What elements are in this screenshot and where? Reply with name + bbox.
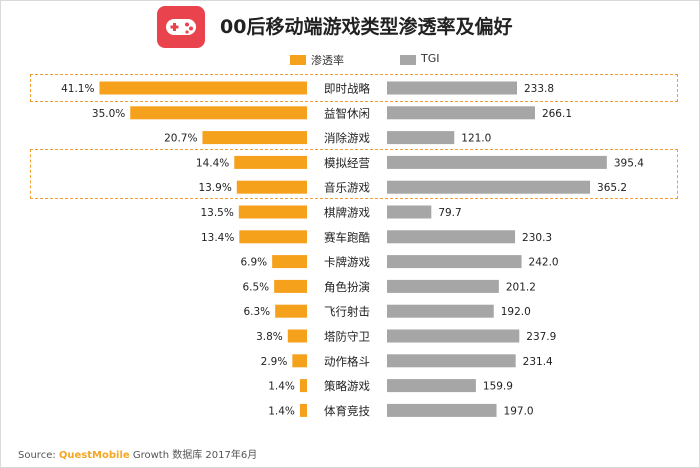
- tgi-bar: [387, 131, 455, 145]
- tgi-value-label: 230.3: [522, 232, 552, 244]
- penetration-value-label: 13.5%: [200, 207, 233, 219]
- penetration-bar: [287, 329, 307, 343]
- category-label: 体育竞技: [324, 404, 370, 418]
- tgi-bar: [387, 379, 476, 393]
- penetration-bar: [275, 304, 307, 318]
- penetration-bar: [299, 379, 307, 393]
- tgi-value-label: 266.1: [542, 108, 572, 120]
- penetration-value-label: 6.9%: [240, 257, 267, 269]
- tgi-bar: [387, 279, 499, 293]
- tgi-value-label: 192.0: [501, 306, 531, 318]
- legend-label-tgi: TGI: [421, 52, 440, 65]
- tgi-value-label: 231.4: [523, 356, 553, 368]
- category-label: 角色扮演: [324, 280, 370, 294]
- tgi-bar: [387, 354, 516, 368]
- tgi-bar: [387, 180, 591, 194]
- penetration-value-label: 3.8%: [256, 331, 283, 343]
- tgi-bar: [387, 106, 535, 120]
- tgi-bar: [387, 403, 497, 417]
- penetration-bar: [272, 255, 307, 269]
- tgi-bar: [387, 81, 517, 95]
- penetration-value-label: 41.1%: [61, 83, 94, 95]
- gamepad-icon: [157, 6, 205, 48]
- penetration-value-label: 35.0%: [92, 108, 125, 120]
- penetration-value-label: 20.7%: [164, 133, 197, 145]
- penetration-value-label: 13.9%: [198, 182, 231, 194]
- tgi-value-label: 79.7: [438, 207, 461, 219]
- tgi-bar: [387, 329, 520, 343]
- tgi-value-label: 121.0: [461, 133, 491, 145]
- chart-canvas: 41.1% 即时战略 233.8 35.0% 益智休闲 266.1 20.7% 消除游戏 121…: [61, 81, 644, 418]
- tgi-bar: [387, 155, 607, 169]
- penetration-bar: [99, 81, 307, 95]
- highlight-box-top: [30, 74, 678, 102]
- category-label: 即时战略: [324, 82, 370, 96]
- category-label: 塔防守卫: [324, 330, 370, 344]
- penetration-value-label: 2.9%: [261, 356, 288, 368]
- tgi-value-label: 159.9: [483, 381, 513, 393]
- tgi-value-label: 395.4: [614, 157, 644, 169]
- tgi-value-label: 233.8: [524, 83, 554, 95]
- source-brand: QuestMobile: [58, 450, 130, 461]
- tgi-value-label: 365.2: [597, 182, 627, 194]
- tgi-value-label: 201.2: [506, 281, 536, 293]
- category-label: 赛车跑酷: [324, 230, 370, 244]
- penetration-value-label: 14.4%: [196, 157, 229, 169]
- tgi-bar: [387, 255, 522, 269]
- category-label: 动作格斗: [324, 354, 370, 368]
- category-label: 消除游戏: [324, 131, 370, 145]
- penetration-bar: [239, 230, 307, 244]
- highlight-box-middle: [30, 149, 678, 199]
- category-label: 卡牌游戏: [324, 255, 370, 269]
- category-label: 棋牌游戏: [324, 206, 370, 220]
- category-label: 音乐游戏: [324, 181, 370, 195]
- penetration-bar: [130, 106, 307, 120]
- penetration-value-label: 6.5%: [242, 281, 269, 293]
- source-suffix: Growth 数据库 2017年6月: [129, 450, 258, 461]
- penetration-value-label: 13.4%: [201, 232, 234, 244]
- source-prefix: Source:: [18, 450, 59, 461]
- penetration-bar: [238, 205, 307, 219]
- legend-label-penetration: 渗透率: [311, 54, 344, 67]
- tgi-value-label: 242.0: [529, 257, 559, 269]
- penetration-bar: [202, 131, 307, 145]
- tgi-value-label: 197.0: [504, 405, 534, 417]
- category-label: 益智休闲: [324, 106, 370, 120]
- penetration-bar: [292, 354, 307, 368]
- tgi-bar: [387, 230, 516, 244]
- penetration-value-label: 1.4%: [268, 381, 295, 393]
- penetration-value-label: 6.3%: [243, 306, 270, 318]
- category-label: 飞行射击: [324, 305, 370, 319]
- penetration-bar: [236, 180, 307, 194]
- penetration-bar: [274, 279, 307, 293]
- penetration-bar: [234, 155, 307, 169]
- chart-title: 00后移动端游戏类型渗透率及偏好: [220, 16, 513, 38]
- category-label: 模拟经营: [324, 156, 370, 170]
- legend-swatch-tgi: [400, 55, 416, 65]
- penetration-value-label: 1.4%: [268, 405, 295, 417]
- category-label: 策略游戏: [324, 379, 370, 393]
- tgi-bar: [387, 304, 494, 318]
- penetration-bar: [299, 403, 307, 417]
- tgi-bar: [387, 205, 432, 219]
- source-note: Source: QuestMobile Growth 数据库 2017年6月: [18, 446, 257, 461]
- tgi-value-label: 237.9: [526, 331, 556, 343]
- legend-swatch-penetration: [290, 55, 306, 65]
